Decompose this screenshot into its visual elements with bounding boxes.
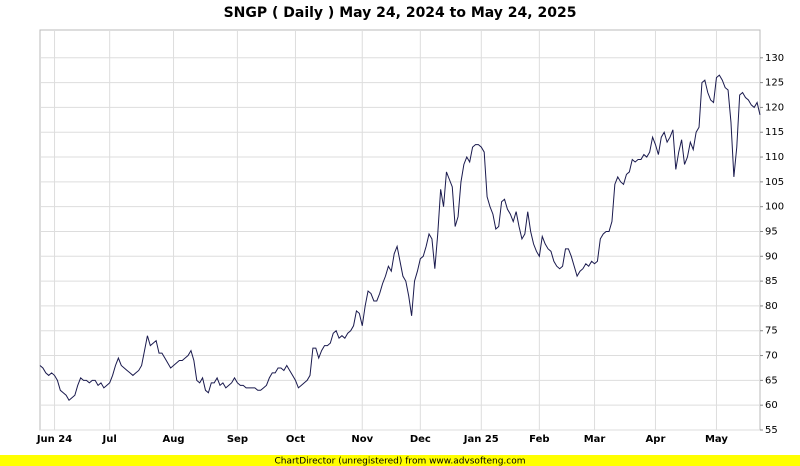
- y-tick-label: 75: [765, 326, 778, 337]
- x-tick-label: May: [705, 434, 728, 445]
- x-tick-label: Feb: [529, 434, 549, 445]
- y-tick-label: 80: [765, 301, 778, 312]
- y-tick-label: 120: [765, 102, 784, 113]
- footer: ChartDirector (unregistered) from www.ad…: [274, 457, 525, 466]
- x-tick-label: Jul: [102, 434, 117, 445]
- y-tick-label: 115: [765, 127, 784, 138]
- x-tick-label: Sep: [227, 434, 248, 445]
- x-tick-label: Mar: [584, 434, 606, 445]
- x-tick-label: Aug: [163, 434, 185, 445]
- y-tick-label: 95: [765, 226, 778, 237]
- y-tick-label: 100: [765, 202, 784, 213]
- x-tick-label: Apr: [646, 434, 666, 445]
- y-tick-label: 70: [765, 351, 778, 362]
- footer-bar: [0, 455, 800, 466]
- x-tick-label: Oct: [286, 434, 305, 445]
- x-tick-label: Dec: [410, 434, 431, 445]
- x-tick-label: Jan 25: [463, 434, 499, 445]
- chart-title: SNGP ( Daily ) May 24, 2024 to May 24, 2…: [224, 5, 577, 21]
- y-tick-label: 55: [765, 425, 778, 436]
- y-tick-label: 65: [765, 375, 778, 386]
- x-tick-label: Nov: [351, 434, 373, 445]
- price-line: [39, 74, 761, 401]
- plot-area: [39, 29, 761, 431]
- x-tick-label: Jun 24: [36, 434, 72, 445]
- y-tick-label: 110: [765, 152, 784, 163]
- y-tick-label: 85: [765, 276, 778, 287]
- y-tick-label: 130: [765, 53, 784, 64]
- y-tick-label: 105: [765, 177, 784, 188]
- y-tick-label: 90: [765, 251, 778, 262]
- y-tick-label: 60: [765, 400, 778, 411]
- y-tick-label: 125: [765, 78, 784, 89]
